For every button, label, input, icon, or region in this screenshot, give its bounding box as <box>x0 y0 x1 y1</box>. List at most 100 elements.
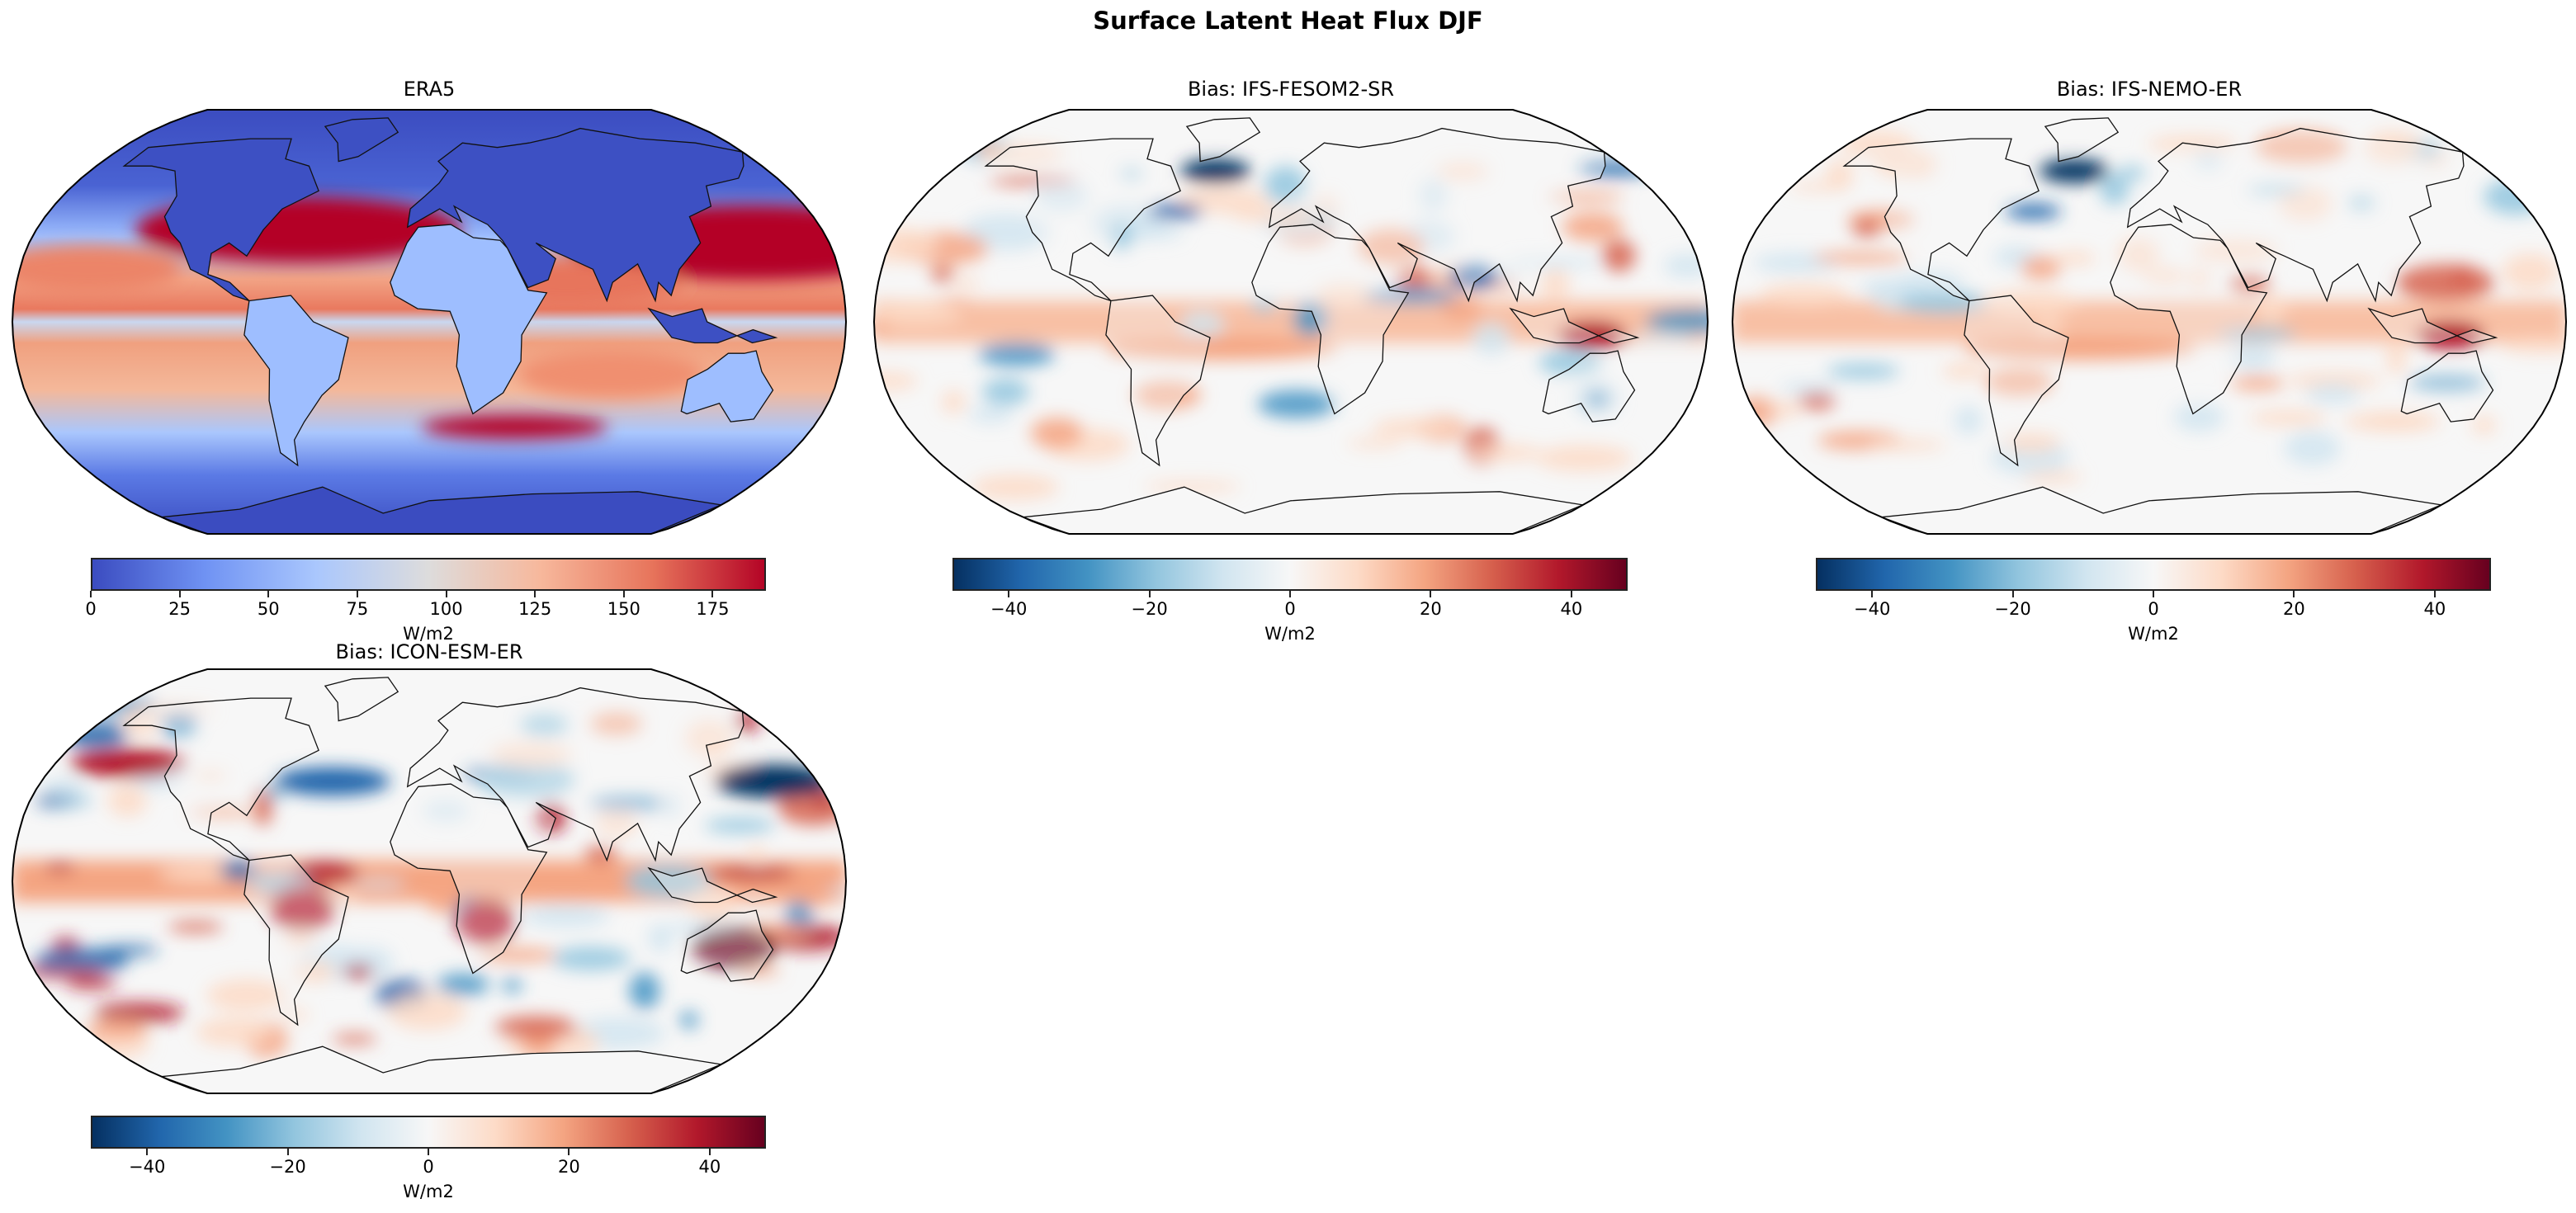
coastline-indonesia <box>2367 307 2498 344</box>
panel-title-era5: ERA5 <box>403 78 456 101</box>
colorbar-tick <box>178 591 181 597</box>
field-patch <box>1812 252 1910 264</box>
panel-title-ifs-fesom2-sr: Bias: IFS-FESOM2-SR <box>1187 78 1395 101</box>
field-patch <box>625 865 712 898</box>
coastline-namerica <box>122 697 319 861</box>
coastline-samerica <box>1964 295 2069 467</box>
colorbar-ifs-nemo-er <box>1816 558 2491 591</box>
field-patch <box>2021 256 2061 280</box>
field-patch <box>1396 266 1434 293</box>
field-patch <box>968 406 1014 423</box>
field-patch <box>2408 375 2485 391</box>
field-patch <box>949 277 981 289</box>
colorbar-tick-label: −40 <box>990 599 1028 619</box>
coastline-samerica <box>1105 295 1211 467</box>
colorbar-label-icon-esm-er: W/m2 <box>403 1182 454 1201</box>
field-patch <box>194 770 227 781</box>
field-patch <box>421 415 607 439</box>
field-patch <box>691 925 776 969</box>
field-patch <box>679 1011 698 1029</box>
field-patch <box>1798 392 1836 410</box>
coastline-eurasia <box>1268 127 1606 303</box>
field-patch <box>518 351 704 399</box>
colorbar-tick <box>286 1149 289 1155</box>
colorbar-tick <box>1570 591 1572 597</box>
field-patch <box>584 845 618 863</box>
field-patch <box>1898 290 1990 314</box>
field-patch <box>520 713 569 737</box>
map-boundary <box>1732 109 2567 535</box>
field-patch <box>629 972 660 1010</box>
map-boundary <box>12 109 847 535</box>
colorbar-ifs-fesom2-sr <box>952 558 1628 591</box>
field-patch <box>2194 149 2223 172</box>
coastline-namerica <box>984 138 1181 302</box>
field-patch <box>979 144 1065 163</box>
field-patch <box>2229 273 2270 295</box>
colorbar-tick-label: −20 <box>269 1157 306 1177</box>
colorbar-tick-label: 75 <box>346 599 369 619</box>
field-patch <box>2347 196 2375 210</box>
colorbar-tick <box>146 1149 149 1155</box>
field-patch <box>1954 405 1983 435</box>
field-patch <box>503 861 594 876</box>
field-patch <box>522 904 610 927</box>
field-patch <box>687 887 739 919</box>
field-patch <box>1941 362 1988 380</box>
field-patch <box>423 800 470 823</box>
field-patch <box>704 818 776 833</box>
field-patch <box>738 965 782 976</box>
colorbar-tick <box>2153 591 2154 597</box>
colorbar-tick-label: 0 <box>1284 599 1296 619</box>
field-patch <box>2022 470 2082 484</box>
colorbar-tick <box>534 591 536 597</box>
colorbar-tick <box>711 591 714 597</box>
field-patch <box>13 967 107 978</box>
field-patch <box>351 880 407 889</box>
field-patch <box>1851 219 1881 237</box>
field-patch <box>1347 438 1403 448</box>
coastline-eurasia <box>2126 127 2465 303</box>
field-patch <box>61 720 129 749</box>
field-patch <box>1449 264 1498 289</box>
field-patch <box>1146 204 1203 219</box>
coastline-australia <box>1542 350 1636 422</box>
field-patch <box>1357 229 1425 265</box>
field-patch <box>874 372 918 390</box>
field-patch <box>585 871 622 889</box>
colorbar-tick <box>445 591 447 597</box>
colorbar-tick <box>2433 591 2436 597</box>
field-patch <box>1364 288 1459 304</box>
coastline-africa <box>2110 224 2268 415</box>
field-patch <box>2005 204 2062 219</box>
colorbar-tick-label: 0 <box>2148 599 2159 619</box>
field-patch <box>1030 417 1084 449</box>
colorbar-label-era5: W/m2 <box>403 624 454 644</box>
field-patch <box>2386 338 2407 375</box>
field-patch <box>85 1019 148 1040</box>
colorbar-era5 <box>91 558 766 591</box>
colorbar-tick <box>1289 591 1291 597</box>
field-patch <box>387 993 467 1031</box>
colorbar-tick-label: 40 <box>698 1157 721 1177</box>
field-patch <box>34 947 129 974</box>
field-patch <box>50 796 94 806</box>
field-patch <box>589 795 669 811</box>
field-patch <box>2142 267 2188 285</box>
figure-title: Surface Latent Heat Flux DJF <box>1093 7 1483 35</box>
colorbar-icon-esm-er <box>91 1116 766 1149</box>
colorbar-tick <box>622 591 625 597</box>
field-patch <box>2279 186 2333 221</box>
coastline-australia <box>2400 350 2494 422</box>
field-patch <box>196 1017 272 1047</box>
field-patch <box>107 784 147 818</box>
field-patch <box>685 720 733 757</box>
colorbar-tick-label: 20 <box>2283 599 2305 619</box>
coastline-indonesia <box>647 866 778 904</box>
field-patch <box>1468 444 1541 461</box>
coastline-namerica <box>1842 138 2040 302</box>
colorbar-tick <box>1430 591 1432 597</box>
field-patch <box>1180 158 1250 183</box>
field-patch <box>931 266 954 282</box>
field-patch <box>1585 389 1609 408</box>
